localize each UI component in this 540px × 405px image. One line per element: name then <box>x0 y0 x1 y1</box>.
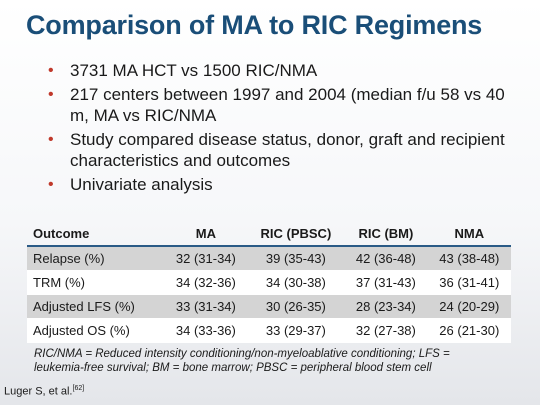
table-cell: 43 (38-48) <box>439 251 500 266</box>
column-header: RIC (BM) <box>358 225 414 241</box>
table-cell: 39 (35-43) <box>265 251 326 266</box>
table-cell: 33 (29-37) <box>265 323 326 338</box>
table-cell: 28 (23-34) <box>355 299 416 314</box>
table-cell: 26 (21-30) <box>439 323 500 338</box>
table-cell: 33 (31-34) <box>175 299 236 314</box>
bullet-dot-icon: • <box>48 62 54 79</box>
table-row: TRM (%) 34 (32-36) 34 (30-38) 37 (31-43)… <box>27 270 511 295</box>
bullet-item: • 217 centers between 1997 and 2004 (medi… <box>48 84 518 126</box>
table-row: Adjusted LFS (%) 33 (31-34) 30 (26-35) 2… <box>27 294 511 319</box>
table-cell: 24 (20-29) <box>439 299 500 314</box>
bullet-dot-icon: • <box>48 86 54 103</box>
bullet-item: • Study compared disease status, donor, g… <box>48 129 518 171</box>
column-header: Outcome <box>33 225 90 241</box>
bullet-text: Univariate analysis <box>70 175 213 194</box>
table-cell: 36 (31-41) <box>439 275 500 290</box>
results-table: Outcome MA RIC (PBSC) RIC (BM) NMA Relap… <box>27 221 511 343</box>
table-cell: 32 (31-34) <box>175 251 236 266</box>
table-cell: 32 (27-38) <box>355 323 416 338</box>
bullet-text: 217 centers between 1997 and 2004 (media… <box>70 85 505 125</box>
row-label: Adjusted OS (%) <box>33 323 130 338</box>
bullet-text: Study compared disease status, donor, gr… <box>70 130 505 170</box>
bullet-text: 3731 MA HCT vs 1500 RIC/NMA <box>70 61 318 80</box>
bullet-item: • 3731 MA HCT vs 1500 RIC/NMA <box>48 60 518 81</box>
column-header: MA <box>195 225 216 241</box>
citation-text: Luger S, et al. <box>4 385 73 398</box>
row-label: TRM (%) <box>33 275 85 290</box>
table-cell: 34 (30-38) <box>265 275 326 290</box>
table-row: Adjusted OS (%) 34 (33-36) 33 (29-37) 32… <box>27 318 511 343</box>
citation-ref: [62] <box>72 385 85 392</box>
column-header: NMA <box>454 225 485 241</box>
row-label: Relapse (%) <box>33 251 105 266</box>
table-cell: 34 (33-36) <box>175 323 236 338</box>
bullet-dot-icon: • <box>48 176 54 193</box>
citation: Luger S, et al.[62] <box>4 385 84 398</box>
bullet-item: • Univariate analysis <box>48 174 518 195</box>
table-row: Relapse (%) 32 (31-34) 39 (35-43) 42 (36… <box>27 246 511 271</box>
slide-title: Comparison of MA to RIC Regimens <box>26 10 483 40</box>
table-cell: 34 (32-36) <box>175 275 236 290</box>
bullet-dot-icon: • <box>48 131 54 148</box>
table-cell: 37 (31-43) <box>355 275 416 290</box>
table-cell: 30 (26-35) <box>265 299 326 314</box>
bullet-list: • 3731 MA HCT vs 1500 RIC/NMA • 217 center… <box>48 60 518 198</box>
row-label: Adjusted LFS (%) <box>33 299 135 314</box>
column-header: RIC (PBSC) <box>260 225 332 241</box>
table-cell: 42 (36-48) <box>355 251 416 266</box>
abbreviation-footnote: RIC/NMA = Reduced intensity conditioning… <box>34 348 450 374</box>
table-header-row: Outcome MA RIC (PBSC) RIC (BM) NMA <box>27 221 511 246</box>
